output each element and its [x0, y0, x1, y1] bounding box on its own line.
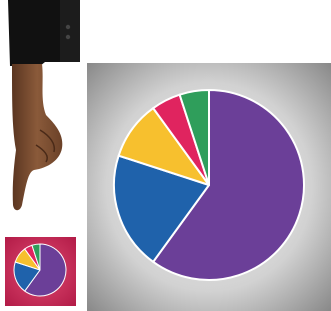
pie-chart	[114, 90, 304, 280]
hand-illustration	[8, 0, 80, 210]
page	[0, 0, 331, 311]
pie-thumbnail	[14, 244, 66, 296]
hand	[12, 64, 62, 210]
cuff	[60, 0, 80, 62]
cuff-button	[66, 25, 70, 29]
cuff-button	[66, 35, 70, 39]
